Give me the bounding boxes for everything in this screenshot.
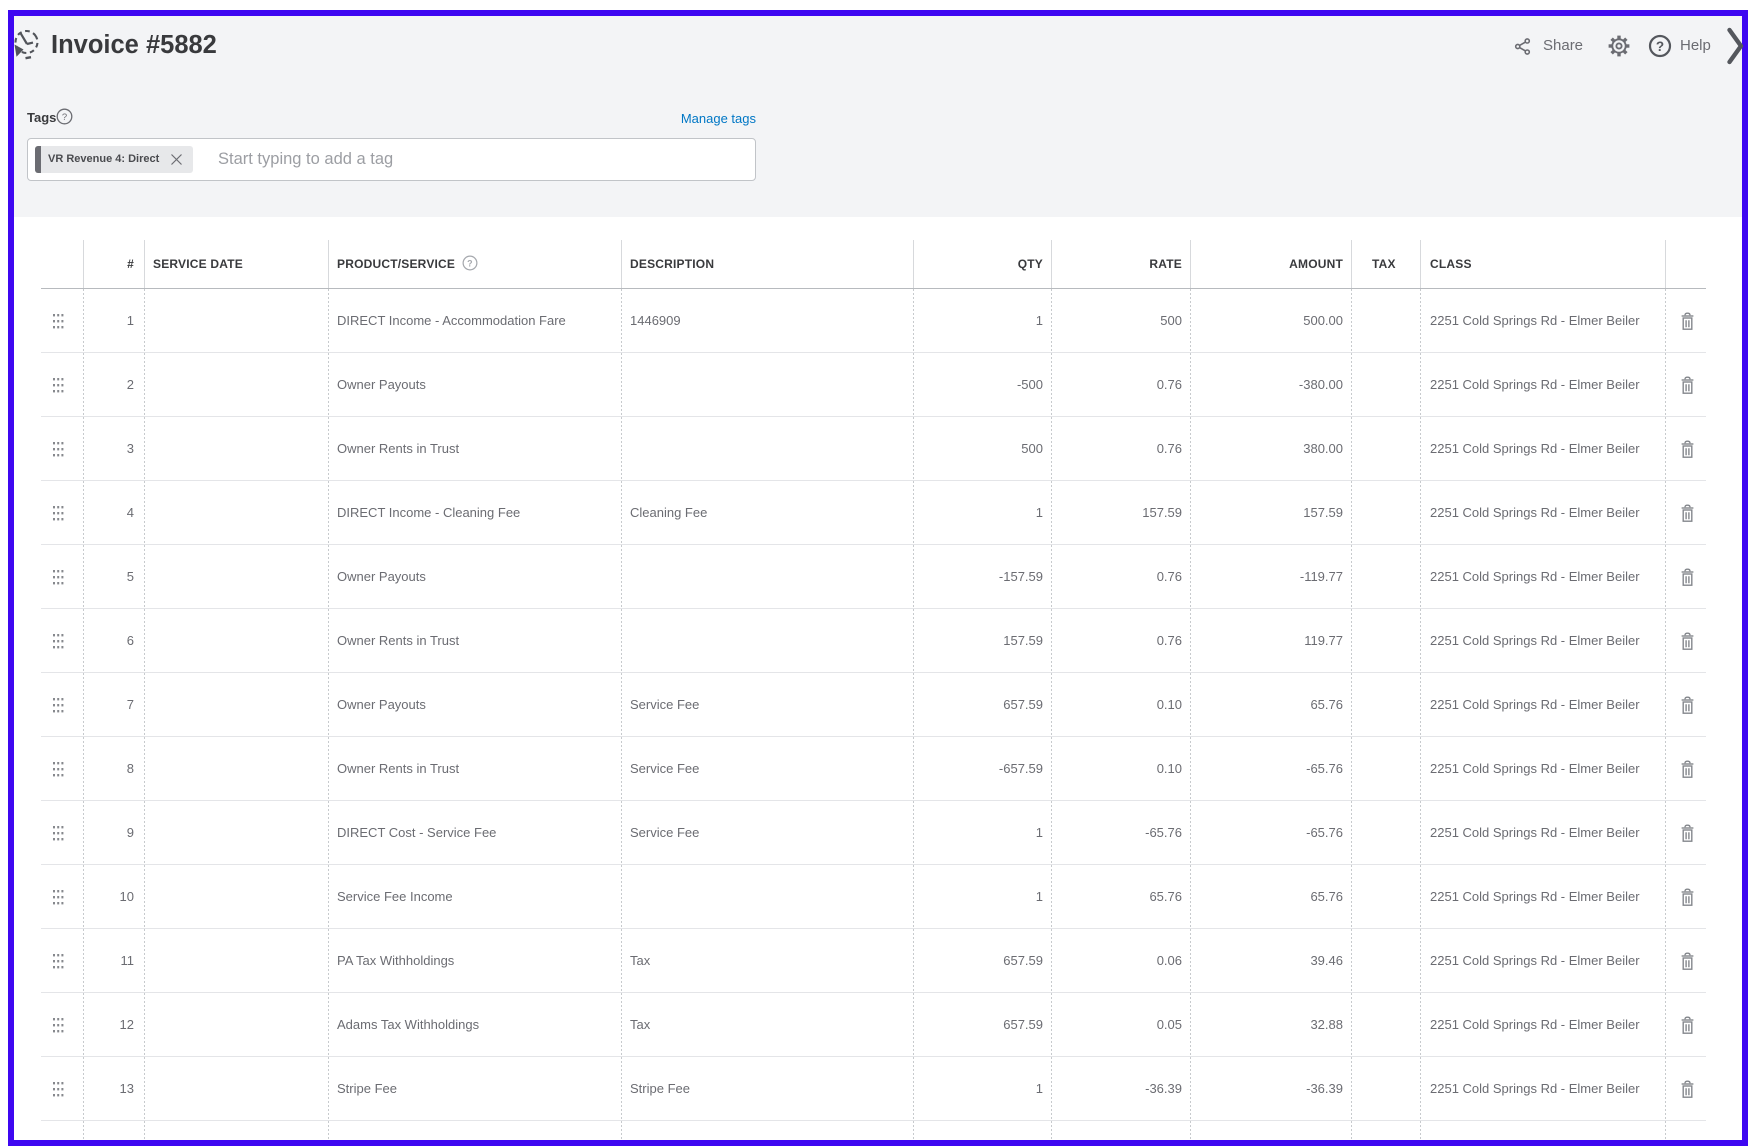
svg-text:?: ? <box>467 258 473 268</box>
svg-text:?: ? <box>62 112 67 123</box>
svg-text:?: ? <box>1656 39 1664 54</box>
